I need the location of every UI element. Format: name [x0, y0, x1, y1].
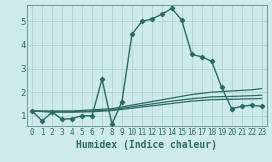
X-axis label: Humidex (Indice chaleur): Humidex (Indice chaleur) [76, 139, 217, 150]
